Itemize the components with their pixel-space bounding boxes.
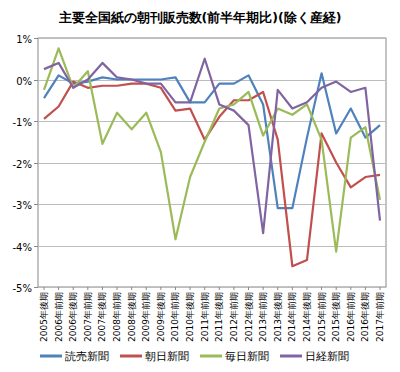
x-tick-label: 2006年後期 <box>68 292 78 342</box>
x-tick-label: 2006年前期 <box>54 292 64 342</box>
x-tick-label: 2008年前期 <box>112 292 122 342</box>
y-tick-label: -3% <box>13 200 32 211</box>
x-tick-label: 2012年前期 <box>229 292 239 342</box>
tick-mark <box>175 287 176 290</box>
legend-label: 読売新聞 <box>65 350 109 363</box>
y-tick-label: -2% <box>13 159 32 170</box>
plot-area <box>44 48 380 266</box>
grid-line <box>38 246 386 247</box>
grid-line <box>38 204 386 205</box>
y-tick-label: 0% <box>16 76 32 87</box>
legend-swatch <box>280 355 302 358</box>
y-tick-label: -4% <box>13 242 32 253</box>
tick-mark <box>44 287 45 290</box>
x-tick-label: 2015年前期 <box>317 292 327 342</box>
tick-mark <box>292 287 293 290</box>
x-tick-label: 2011年前期 <box>200 292 210 342</box>
tick-mark <box>380 287 381 290</box>
x-tick-label: 2014年後期 <box>302 292 312 342</box>
legend-label: 毎日新聞 <box>225 350 269 363</box>
tick-mark <box>34 80 38 81</box>
tick-mark <box>321 287 322 290</box>
tick-mark <box>34 204 38 205</box>
legend-label: 日経新聞 <box>305 350 349 363</box>
legend-swatch <box>40 355 62 358</box>
tick-mark <box>102 287 103 290</box>
title: 主要全国紙の朝刊販売数(前半年期比)(除く産経) <box>58 10 342 25</box>
x-tick-label: 2009年後期 <box>156 292 166 342</box>
tick-mark <box>160 287 161 290</box>
x-tick-label: 2007年前期 <box>83 292 93 342</box>
x-tick-label: 2015年後期 <box>331 292 341 342</box>
tick-mark <box>34 38 38 39</box>
x-tick-label: 2016年後期 <box>360 292 370 342</box>
tick-mark <box>204 287 205 290</box>
x-tick-label: 2017年前期 <box>375 292 385 342</box>
grid-line <box>38 38 386 39</box>
x-tick-label: 2010年後期 <box>185 292 195 342</box>
tick-mark <box>233 287 234 290</box>
x-tick-label: 2008年後期 <box>127 292 137 342</box>
tick-mark <box>34 246 38 247</box>
y-tick-label: -5% <box>13 283 32 294</box>
legend-label: 朝日新聞 <box>145 350 189 363</box>
tick-mark <box>34 287 38 288</box>
x-tick-label: 2007年後期 <box>97 292 107 342</box>
tick-mark <box>190 287 191 290</box>
tick-mark <box>306 287 307 290</box>
legend-swatch <box>200 355 222 358</box>
tick-mark <box>131 287 132 290</box>
legend-swatch <box>120 355 142 358</box>
background <box>0 0 400 372</box>
tick-mark <box>87 287 88 290</box>
x-tick-label: 2013年後期 <box>273 292 283 342</box>
plot-frame <box>38 38 386 287</box>
tick-mark <box>58 287 59 290</box>
x-tick-label: 2005年後期 <box>39 292 49 342</box>
tick-mark <box>34 163 38 164</box>
tick-mark <box>117 287 118 290</box>
x-tick-label: 2012年後期 <box>244 292 254 342</box>
series-line <box>44 48 380 251</box>
tick-mark <box>219 287 220 290</box>
x-tick-label: 2013年前期 <box>258 292 268 342</box>
x-tick-label: 2011年後期 <box>214 292 224 342</box>
tick-mark <box>73 287 74 290</box>
series-line <box>44 73 380 208</box>
tick-mark <box>146 287 147 290</box>
x-tick-label: 2009年前期 <box>141 292 151 342</box>
y-tick-label: -1% <box>13 117 32 128</box>
tick-mark <box>365 287 366 290</box>
tick-mark <box>336 287 337 290</box>
tick-mark <box>34 121 38 122</box>
tick-mark <box>248 287 249 290</box>
chart: 主要全国紙の朝刊販売数(前半年期比)(除く産経) 1% 0% -1% -2% -3% -4%… <box>0 0 400 372</box>
grid-line <box>38 287 386 288</box>
tick-mark <box>350 287 351 290</box>
x-tick-label: 2010年前期 <box>170 292 180 342</box>
tick-mark <box>277 287 278 290</box>
x-tick-label: 2016年前期 <box>346 292 356 342</box>
x-tick-label: 2014年前期 <box>287 292 297 342</box>
tick-mark <box>263 287 264 290</box>
series-line <box>44 59 380 233</box>
grid-line <box>38 163 386 164</box>
y-tick-label: 1% <box>16 34 32 45</box>
